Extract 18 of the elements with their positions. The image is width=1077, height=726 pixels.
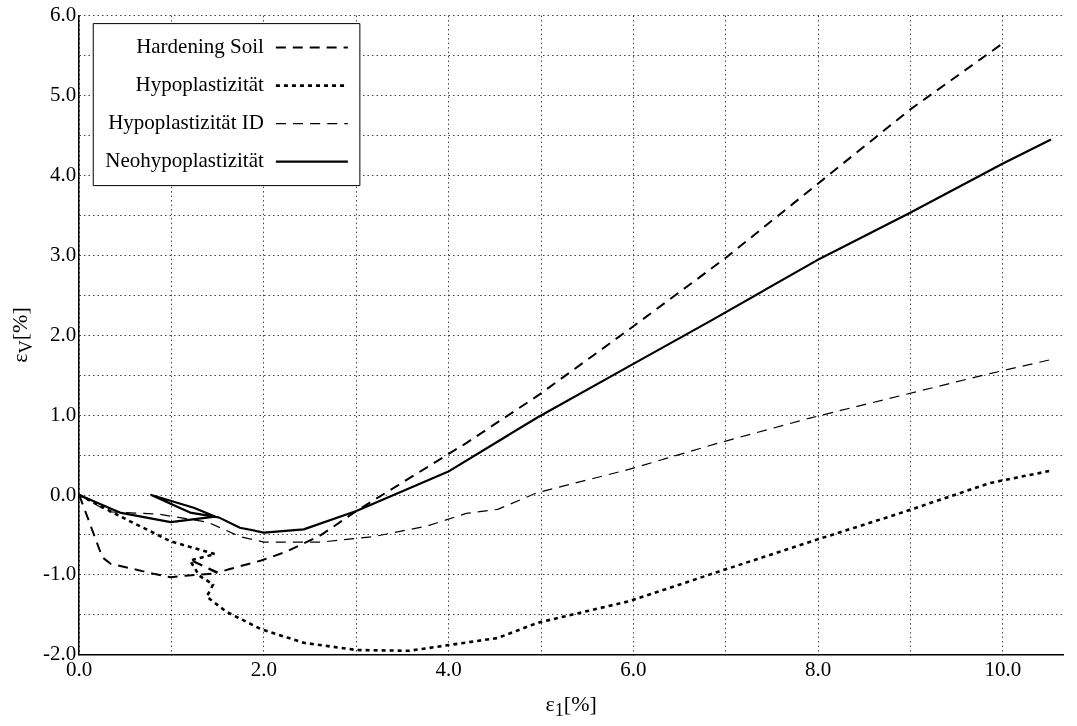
y-tick-label: 1.0 — [49, 401, 77, 426]
x-tick-label: 8.0 — [805, 656, 832, 681]
x-tick-label: 6.0 — [620, 656, 647, 681]
x-tick-label: 4.0 — [435, 656, 462, 681]
y-tick-label: 3.0 — [49, 241, 77, 266]
x-tick-label: 10.0 — [984, 656, 1022, 681]
x-tick-label: 2.0 — [250, 656, 278, 681]
y-tick-label: 0.0 — [49, 481, 77, 506]
y-tick-label: 2.0 — [49, 321, 77, 346]
x-axis-title: ε$_{1}$[%] — [545, 690, 597, 722]
legend-label: Hypoplastizität — [135, 72, 265, 97]
legend-label: Neohypoplastizität — [105, 148, 265, 173]
y-tick-label: 6.0 — [49, 2, 77, 27]
legend-label: Hardening Soil — [136, 34, 265, 59]
legend-label: Hypoplastizität ID — [108, 110, 264, 135]
y-tick-label: 4.0 — [49, 161, 77, 186]
y-tick-label: -1.0 — [42, 561, 77, 586]
y-tick-label: 5.0 — [49, 82, 77, 107]
